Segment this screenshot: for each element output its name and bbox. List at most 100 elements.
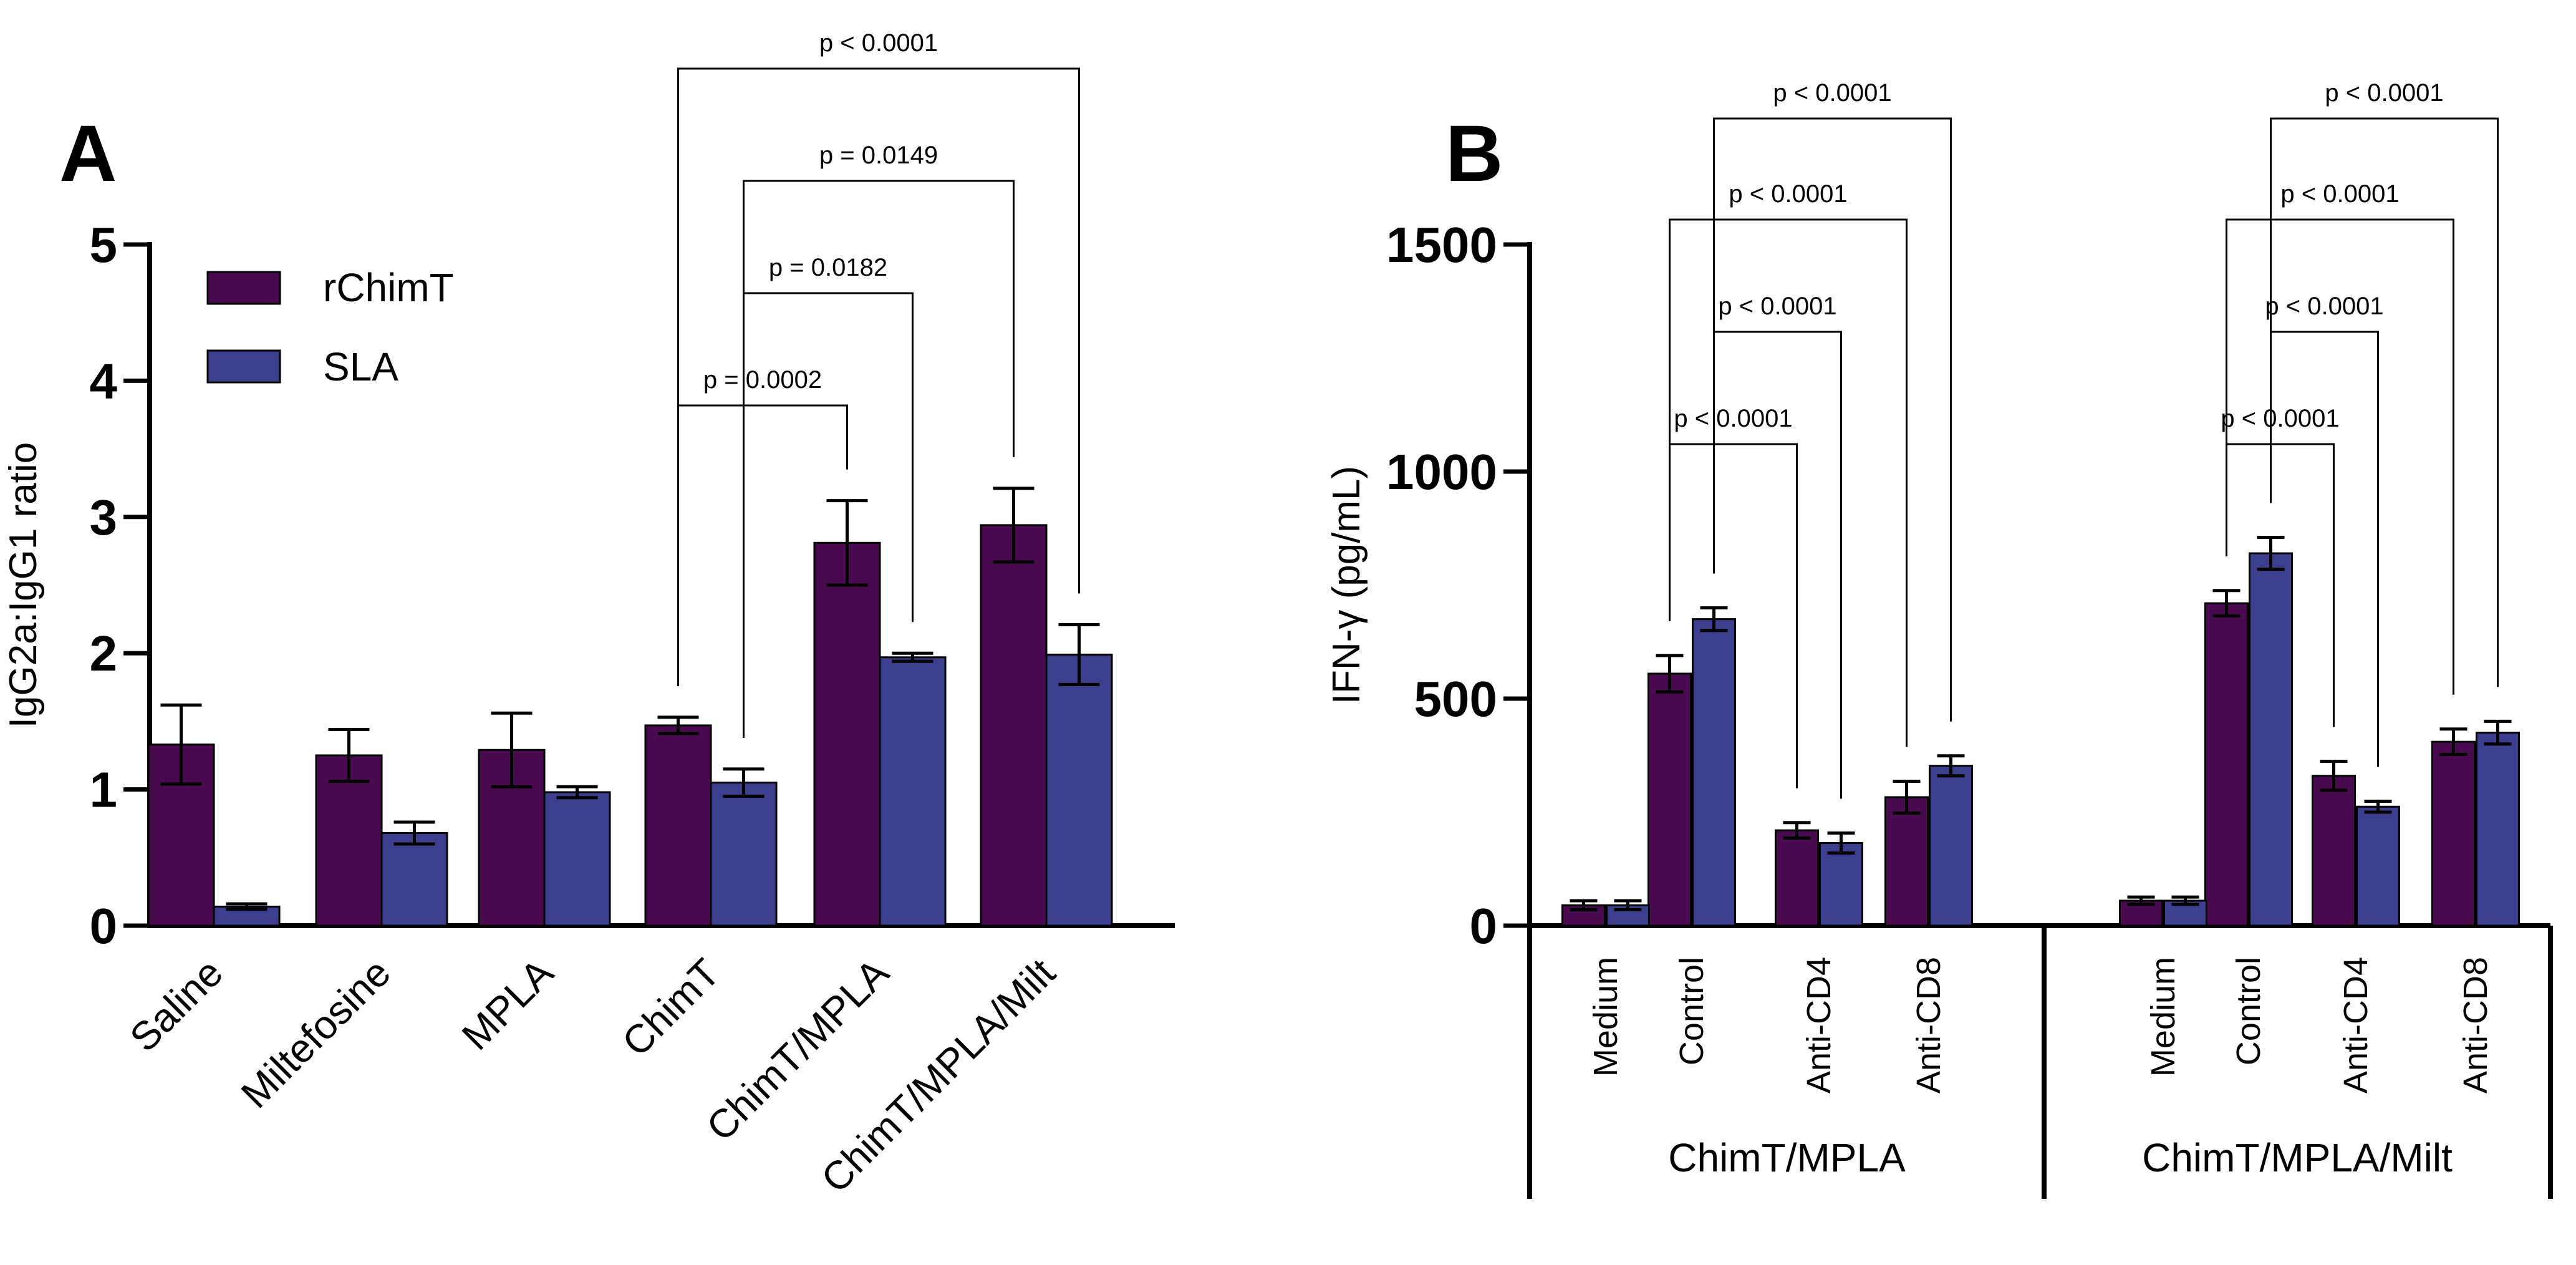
error-bar-sla-0 <box>1614 899 1642 912</box>
bar-rchimt-6 <box>2312 775 2356 927</box>
y-tick-label: 4 <box>90 353 118 409</box>
error-bar-sla-3 <box>1937 754 1965 778</box>
x-tick-label-miltefosine: Miltefosine <box>233 950 399 1117</box>
error-bar-rchimt-1 <box>1656 654 1684 694</box>
bar-sla-3 <box>710 782 778 927</box>
error-bar-rchimt-6 <box>2320 759 2348 792</box>
legend-label-rchimt: rChimT <box>323 265 454 310</box>
error-bar-rchimt-5 <box>993 487 1035 564</box>
error-bar-sla-0 <box>226 902 268 911</box>
bar-rchimt-5 <box>980 524 1048 927</box>
bar-sla-1 <box>380 831 448 927</box>
bar-sla-5 <box>2249 552 2293 927</box>
y-tick-label: 0 <box>90 898 118 954</box>
error-bar-sla-1 <box>393 820 435 846</box>
y-tick-label: 1 <box>90 762 118 818</box>
p-value-label: p < 0.0001 <box>2280 180 2399 208</box>
y-axis-label: IFN-γ (pg/mL) <box>1325 466 1368 704</box>
y-tick-label: 1500 <box>1386 217 1497 273</box>
x-tick-label-mpla: MPLA <box>453 950 562 1059</box>
x-tick-label-anti-cd4-1: Anti-CD4 <box>1800 957 1838 1093</box>
y-tick-label: 0 <box>1470 898 1498 954</box>
p-value-label: p = 0.0002 <box>703 366 822 394</box>
legend-swatch-rchimt <box>206 271 281 305</box>
error-bar-rchimt-7 <box>2439 727 2467 757</box>
error-bar-rchimt-4 <box>2127 895 2155 906</box>
x-tick-label-saline: Saline <box>121 950 231 1060</box>
legend-label-sla: SLA <box>323 344 398 389</box>
error-bar-rchimt-5 <box>2212 589 2241 618</box>
p-value-label: p < 0.0001 <box>2265 293 2383 320</box>
error-bar-sla-7 <box>2484 719 2512 746</box>
bar-rchimt-3 <box>644 724 712 927</box>
error-bar-sla-3 <box>723 767 765 798</box>
bar-sla-2 <box>1819 842 1863 927</box>
bar-rchimt-1 <box>1647 672 1692 927</box>
panel-a-letter: A <box>59 109 117 198</box>
error-bar-sla-4 <box>2171 895 2199 906</box>
x-tick-label-medium-2: Medium <box>2144 957 2182 1077</box>
x-tick-label-medium-1: Medium <box>1587 957 1624 1077</box>
y-axis-label: IgG2a:IgG1 ratio <box>2 442 45 728</box>
bar-rchimt-7 <box>2431 740 2476 927</box>
p-value-label: p = 0.0149 <box>819 142 938 169</box>
x-tick-label-control-1: Control <box>1673 957 1710 1065</box>
legend: rChimT SLA <box>206 265 454 389</box>
y-tick-label: 2 <box>90 626 118 681</box>
x-tick-label-anti-cd4-2: Anti-CD4 <box>2337 957 2375 1093</box>
error-bar-sla-2 <box>1827 831 1855 855</box>
significance-bracket <box>743 180 1015 738</box>
bar-sla-6 <box>2356 805 2400 927</box>
chart-panel-b: 0 500 1000 1500 IFN-γ (pg/mL) p < 0.0001 p < 0… <box>1325 79 2553 1199</box>
error-bar-rchimt-1 <box>328 728 370 783</box>
panel-b-letter: B <box>1445 109 1503 198</box>
p-value-label: p < 0.0001 <box>2221 405 2339 432</box>
error-bar-rchimt-4 <box>826 499 868 587</box>
error-bar-rchimt-2 <box>491 711 533 788</box>
significance-bracket <box>2270 117 2499 687</box>
x-tick-label-control-2: Control <box>2230 957 2267 1065</box>
bar-sla-5 <box>1045 653 1113 927</box>
y-tick-label: 500 <box>1414 671 1497 727</box>
p-value-label: p = 0.0182 <box>769 254 887 281</box>
bar-rchimt-1 <box>315 754 383 927</box>
bar-sla-0 <box>1606 904 1650 927</box>
error-bar-sla-2 <box>556 785 598 800</box>
group-label-chimt-mpla-milt: ChimT/MPLA/Milt <box>2142 1135 2453 1180</box>
error-bar-rchimt-3 <box>1893 780 1921 815</box>
x-tick-label-anti-cd8-2: Anti-CD8 <box>2457 957 2494 1093</box>
error-bar-rchimt-2 <box>1783 821 1811 840</box>
y-tick-label: 3 <box>90 490 118 545</box>
x-tick-label-anti-cd8-1: Anti-CD8 <box>1910 957 1947 1093</box>
y-tick-label: 1000 <box>1386 444 1497 500</box>
error-bar-sla-1 <box>1700 606 1728 632</box>
p-value-label: p < 0.0001 <box>1718 293 1836 320</box>
bar-sla-4 <box>879 656 947 927</box>
bar-sla-1 <box>1692 618 1736 927</box>
chart-panel-a: 0 1 2 3 4 5 IgG2a:IgG1 ratio p = 0.0002 p = 0.01… <box>2 29 1175 1201</box>
bar-rchimt-2 <box>1775 829 1819 927</box>
p-value-label: p < 0.0001 <box>2325 79 2443 107</box>
p-value-label: p < 0.0001 <box>1773 79 1891 107</box>
significance-bracket <box>1713 117 1952 722</box>
error-bar-rchimt-0 <box>160 703 202 786</box>
bar-sla-3 <box>1929 765 1973 927</box>
p-value-label: p < 0.0001 <box>1674 405 1792 432</box>
y-tick-label: 5 <box>90 217 118 273</box>
x-tick-label-chimt: ChimT <box>614 950 728 1065</box>
error-bar-rchimt-3 <box>657 715 699 735</box>
error-bar-sla-5 <box>1058 623 1100 686</box>
legend-swatch-sla <box>206 349 281 384</box>
bar-rchimt-5 <box>2204 602 2249 927</box>
bar-rchimt-4 <box>813 541 881 927</box>
p-value-label: p < 0.0001 <box>1729 180 1847 208</box>
error-bar-rchimt-0 <box>1570 899 1598 912</box>
bar-sla-2 <box>543 791 611 927</box>
significance-bracket <box>2226 218 2454 695</box>
p-value-label: p < 0.0001 <box>819 29 938 57</box>
error-bar-sla-4 <box>892 651 933 663</box>
group-label-chimt-mpla: ChimT/MPLA <box>1668 1135 1906 1180</box>
significance-bracket <box>1669 218 1908 747</box>
bar-rchimt-3 <box>1884 796 1929 927</box>
